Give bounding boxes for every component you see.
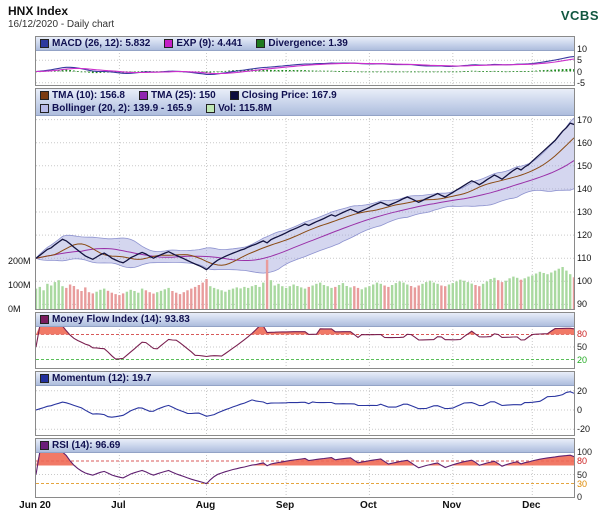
y-axis-tick: 100 <box>577 447 593 457</box>
price-legend: TMA (10): 156.8 TMA (25): 150 Closing Pr… <box>36 89 574 116</box>
y-axis-labels: 10 5 0 -5 170 160 150 140 130 120 110 100 90 80 50 20 20… <box>577 0 608 523</box>
y-axis-tick: 160 <box>577 137 593 148</box>
y-axis-tick: 0 <box>577 492 583 502</box>
legend-item-tma25: TMA (25): 150 <box>138 90 216 101</box>
exp-swatch-icon <box>164 39 174 48</box>
volume-axis-label: 200M <box>8 256 31 266</box>
divergence-swatch-icon <box>256 39 266 48</box>
volume-axis-label: 100M <box>8 280 31 290</box>
momentum-legend: Momentum (12): 19.7 <box>36 372 574 386</box>
y-axis-tick: 170 <box>577 114 593 125</box>
y-axis-tick: 120 <box>577 230 593 241</box>
legend-item-momentum: Momentum (12): 19.7 <box>40 373 151 384</box>
rsi-swatch-icon <box>40 441 49 450</box>
legend-item-volume: Vol: 115.8M <box>206 103 272 114</box>
legend-label-rsi: RSI (14): 96.69 <box>52 440 121 451</box>
momentum-chart <box>36 385 574 435</box>
legend-item-bollinger: Bollinger (20, 2): 139.9 - 165.9 <box>40 103 192 114</box>
y-axis-tick: 0 <box>577 405 583 415</box>
x-axis-label: Aug <box>195 500 216 511</box>
legend-item-macd: MACD (26, 12): 5.832 <box>40 38 150 49</box>
y-axis-tick: 90 <box>577 299 588 310</box>
y-axis-tick: -5 <box>577 77 586 88</box>
x-axis-label: Oct <box>360 500 377 511</box>
legend-label-tma25: TMA (25): 150 <box>150 90 216 101</box>
legend-label-mfi: Money Flow Index (14): 93.83 <box>52 314 190 325</box>
legend-label-tma10: TMA (10): 156.8 <box>52 90 125 101</box>
panels-container: MACD (26, 12): 5.832 EXP (9): 4.441 Dive… <box>35 36 575 500</box>
price-chart <box>36 115 574 309</box>
page-title: HNX Index <box>8 4 69 18</box>
macd-swatch-icon <box>40 39 49 48</box>
y-axis-tick: 150 <box>577 160 593 171</box>
x-axis-label: Sep <box>275 500 295 511</box>
tma10-swatch-icon <box>40 91 49 100</box>
x-axis-label: Jul <box>111 500 126 511</box>
y-axis-tick: 5 <box>577 55 583 66</box>
mfi-legend: Money Flow Index (14): 93.83 <box>36 313 574 327</box>
y-axis-tick: 140 <box>577 183 593 194</box>
mfi-panel: Money Flow Index (14): 93.83 <box>35 312 575 369</box>
momentum-panel: Momentum (12): 19.7 <box>35 371 575 436</box>
y-axis-tick: 110 <box>577 253 592 264</box>
legend-label-macd: MACD (26, 12): 5.832 <box>52 38 151 49</box>
price-legend-row2: Bollinger (20, 2): 139.9 - 165.9 Vol: 11… <box>40 102 570 115</box>
rsi-legend: RSI (14): 96.69 <box>36 439 574 453</box>
legend-label-volume: Vol: 115.8M <box>218 103 272 114</box>
y-axis-tick: -20 <box>577 424 591 435</box>
macd-panel: MACD (26, 12): 5.832 EXP (9): 4.441 Dive… <box>35 36 575 86</box>
momentum-swatch-icon <box>40 374 49 383</box>
rsi-panel: RSI (14): 96.69 <box>35 438 575 498</box>
legend-label-exp: EXP (9): 4.441 <box>176 38 243 49</box>
macd-chart <box>36 50 574 85</box>
y-axis-tick: 50 <box>577 469 588 480</box>
y-axis-tick: 100 <box>577 276 593 287</box>
chart-subtitle: 16/12/2020 - Daily chart <box>8 19 115 30</box>
legend-item-mfi: Money Flow Index (14): 93.83 <box>40 314 190 325</box>
x-axis-labels: Jun 20 Jul Aug Sep Oct Nov Dec <box>0 500 609 516</box>
bollinger-swatch-icon <box>40 104 49 113</box>
volume-swatch-icon <box>206 104 216 113</box>
price-legend-row1: TMA (10): 156.8 TMA (25): 150 Closing Pr… <box>40 89 570 102</box>
volume-axis-label: 0M <box>8 304 21 314</box>
y-axis-tick: 80 <box>577 329 588 340</box>
mfi-chart <box>36 326 574 368</box>
legend-item-divergence: Divergence: 1.39 <box>256 38 348 49</box>
legend-label-divergence: Divergence: 1.39 <box>268 38 348 49</box>
legend-item-rsi: RSI (14): 96.69 <box>40 440 120 451</box>
x-axis-label: Jun 20 <box>19 500 51 511</box>
y-axis-tick: 20 <box>577 385 588 396</box>
legend-item-exp: EXP (9): 4.441 <box>164 38 242 49</box>
y-axis-tick: 80 <box>577 456 588 466</box>
y-axis-tick: 130 <box>577 207 593 217</box>
legend-item-tma10: TMA (10): 156.8 <box>40 90 125 101</box>
rsi-chart <box>36 452 574 497</box>
brand-logo: VCBS <box>560 8 599 23</box>
y-axis-tick: 20 <box>577 354 588 365</box>
mfi-swatch-icon <box>40 315 49 324</box>
legend-item-closing-price: Closing Price: 167.9 <box>229 90 337 101</box>
legend-label-momentum: Momentum (12): 19.7 <box>52 373 152 384</box>
legend-label-closing-price: Closing Price: 167.9 <box>241 90 337 101</box>
x-axis-label: Nov <box>442 500 462 511</box>
y-axis-tick: 10 <box>577 43 588 54</box>
y-axis-tick: 50 <box>577 342 588 352</box>
x-axis-label: Dec <box>522 500 541 511</box>
legend-label-bollinger: Bollinger (20, 2): 139.9 - 165.9 <box>52 103 193 114</box>
price-panel: TMA (10): 156.8 TMA (25): 150 Closing Pr… <box>35 88 575 310</box>
macd-legend: MACD (26, 12): 5.832 EXP (9): 4.441 Dive… <box>36 37 574 51</box>
tma25-swatch-icon <box>138 91 148 100</box>
y-axis-tick: 0 <box>577 66 583 77</box>
closing-price-swatch-icon <box>229 91 239 100</box>
y-axis-tick: 30 <box>577 478 588 489</box>
